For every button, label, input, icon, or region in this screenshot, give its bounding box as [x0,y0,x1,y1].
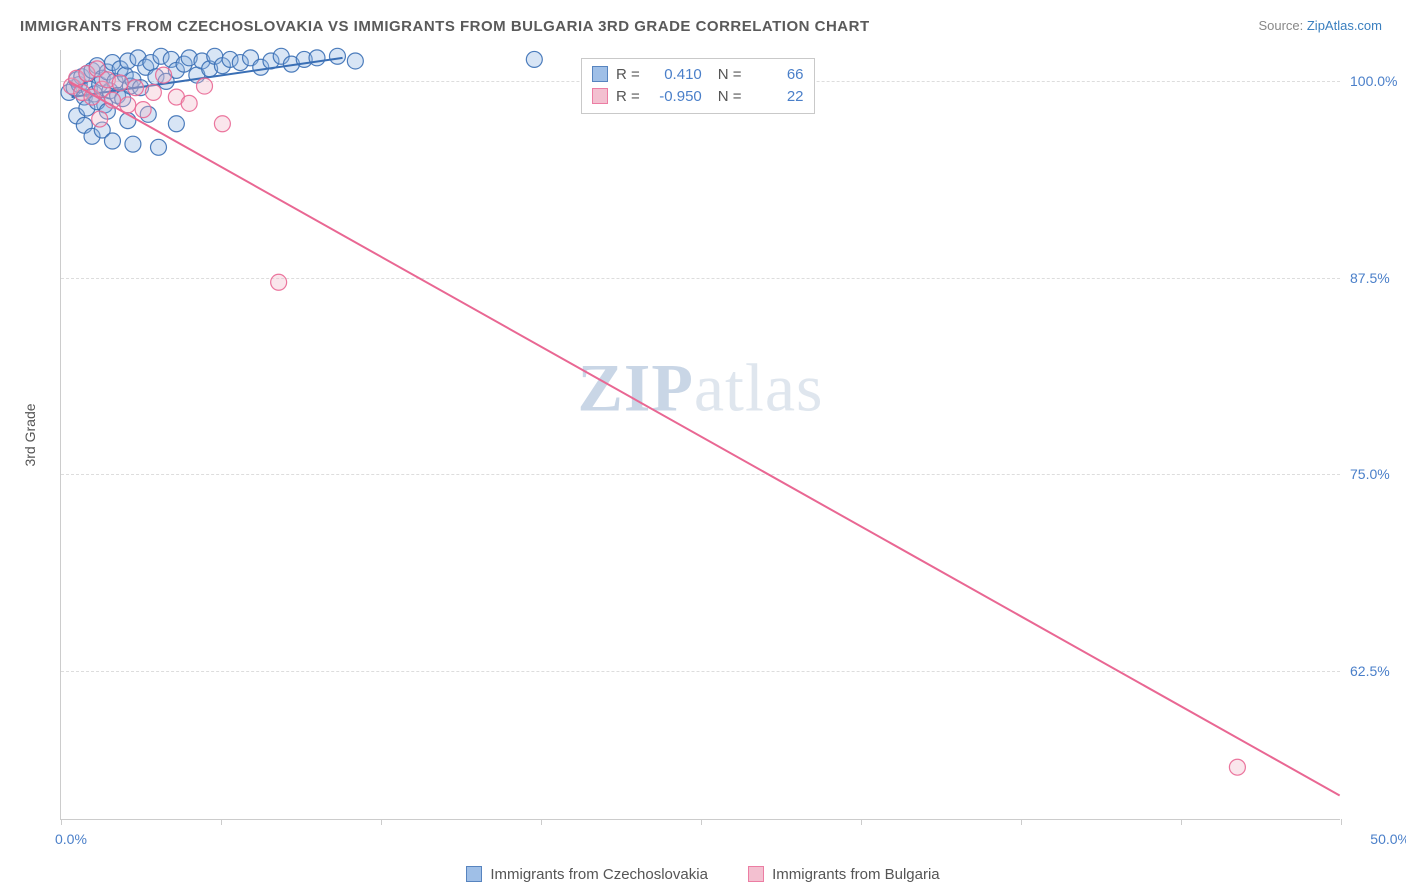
n-value-1: 22 [750,88,804,105]
data-point-czechoslovakia [168,116,184,132]
stats-row-series-0: R = 0.410 N = 66 [592,63,804,85]
x-tick [221,819,222,825]
n-label-0: N = [718,66,742,83]
r-label-0: R = [616,66,640,83]
stats-row-series-1: R = -0.950 N = 22 [592,85,804,107]
y-tick-label: 87.5% [1350,270,1406,286]
x-tick [1341,819,1342,825]
y-tick-label: 100.0% [1350,73,1406,89]
data-point-czechoslovakia [309,50,325,66]
legend-label-1: Immigrants from Bulgaria [772,866,940,883]
legend-bottom: Immigrants from Czechoslovakia Immigrant… [0,866,1406,887]
data-point-bulgaria [127,80,143,96]
data-point-bulgaria [112,75,128,91]
data-point-czechoslovakia [104,133,120,149]
data-point-czechoslovakia [150,139,166,155]
legend-swatch-1 [748,866,764,882]
y-tick-label: 62.5% [1350,663,1406,679]
data-point-czechoslovakia [347,53,363,69]
data-point-bulgaria [197,78,213,94]
x-tick [381,819,382,825]
y-axis-label: 3rd Grade [22,403,38,466]
n-value-0: 66 [750,66,804,83]
x-tick [1021,819,1022,825]
data-point-bulgaria [181,95,197,111]
data-point-bulgaria [145,84,161,100]
x-axis-max-label: 50.0% [1370,831,1406,847]
trend-line-bulgaria [69,81,1340,795]
swatch-series-1 [592,88,608,104]
data-point-bulgaria [156,67,172,83]
data-point-czechoslovakia [125,136,141,152]
x-axis-min-label: 0.0% [55,831,87,847]
plot-svg [61,50,1340,819]
y-tick-label: 75.0% [1350,466,1406,482]
source-prefix: Source: [1258,18,1306,33]
x-tick [701,819,702,825]
data-point-bulgaria [214,116,230,132]
legend-item-0: Immigrants from Czechoslovakia [466,866,708,883]
source-link[interactable]: ZipAtlas.com [1307,18,1382,33]
data-point-bulgaria [271,274,287,290]
data-point-czechoslovakia [329,48,345,64]
chart-container: 3rd Grade ZIPatlas 62.5%75.0%87.5%100.0%… [60,50,1350,820]
x-tick [861,819,862,825]
n-label-1: N = [718,88,742,105]
x-tick [1181,819,1182,825]
x-tick [541,819,542,825]
chart-title: IMMIGRANTS FROM CZECHOSLOVAKIA VS IMMIGR… [20,18,870,35]
legend-item-1: Immigrants from Bulgaria [748,866,940,883]
data-point-czechoslovakia [526,51,542,67]
data-point-bulgaria [92,111,108,127]
x-tick [61,819,62,825]
r-label-1: R = [616,88,640,105]
data-point-bulgaria [1229,759,1245,775]
legend-label-0: Immigrants from Czechoslovakia [490,866,708,883]
data-point-bulgaria [135,102,151,118]
stats-legend-box: R = 0.410 N = 66 R = -0.950 N = 22 [581,58,815,114]
plot-area: ZIPatlas 62.5%75.0%87.5%100.0% 0.0% 50.0… [60,50,1340,820]
source-attribution: Source: ZipAtlas.com [1258,18,1382,33]
r-value-1: -0.950 [648,88,702,105]
swatch-series-0 [592,66,608,82]
legend-swatch-0 [466,866,482,882]
r-value-0: 0.410 [648,66,702,83]
